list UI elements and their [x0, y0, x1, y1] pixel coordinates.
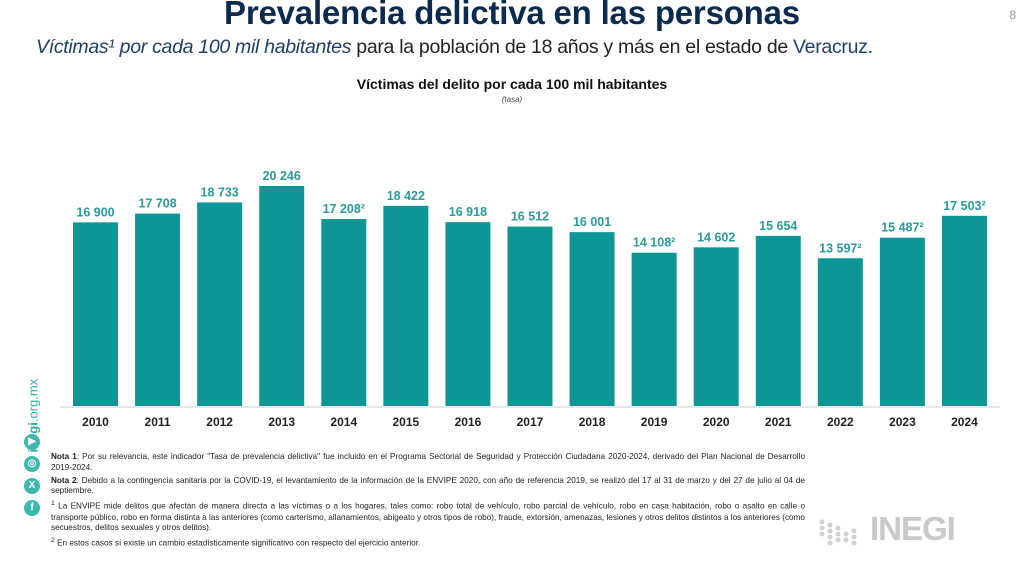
- bar-2012: [197, 202, 243, 406]
- x-tick-label-2010: 2010: [82, 415, 109, 429]
- page-title: Prevalencia delictiva en las personas: [224, 0, 800, 31]
- facebook-icon[interactable]: f: [24, 500, 40, 516]
- data-label-2021: 15 654: [759, 219, 797, 233]
- x-tick-label-2018: 2018: [579, 415, 606, 429]
- footnote-1-text: La ENVIPE mide delitos que afectan de ma…: [51, 502, 805, 533]
- bar-2024: [941, 215, 987, 406]
- x-tick-label-2014: 2014: [330, 415, 357, 429]
- footnote-1: 1 La ENVIPE mide delitos que afectan de …: [51, 499, 805, 534]
- data-label-2023: 15 487²: [881, 221, 923, 235]
- sidebar: inegi.org.mx ▶ ◎ X f: [12, 330, 52, 530]
- url-rest: .org.mx: [25, 378, 41, 423]
- data-label-2013: 20 246: [263, 169, 301, 183]
- bar-2018: [569, 232, 615, 406]
- bar-2017: [507, 226, 553, 406]
- data-label-2019: 14 108²: [633, 236, 675, 250]
- bar-2013: [259, 186, 305, 406]
- data-label-2014: 17 208²: [323, 202, 365, 216]
- chart-subtitle: (tasa): [501, 95, 523, 104]
- page-number: 8: [1009, 8, 1016, 22]
- bar-2020: [693, 247, 739, 406]
- bar-chart: 16 900 2010 17 708 2011 18 733 2012 20 246 2013…: [60, 169, 1000, 429]
- data-label-2010: 16 900: [76, 205, 114, 219]
- page-subtitle: Víctimas¹ por cada 100 mil habitantes pa…: [36, 36, 873, 59]
- x-tick-label-2019: 2019: [641, 415, 668, 429]
- data-label-2018: 16 001: [573, 215, 611, 229]
- note-2-label: Nota 2: [51, 475, 77, 485]
- x-tick-label-2020: 2020: [703, 415, 730, 429]
- footnote-1-mark: 1: [51, 500, 55, 508]
- data-label-2015: 18 422: [387, 189, 425, 203]
- youtube-icon[interactable]: ▶: [24, 434, 40, 450]
- instagram-icon[interactable]: ◎: [24, 456, 40, 472]
- bar-2015: [383, 205, 429, 406]
- footnote-2-text: En estos casos sí existe un cambio estad…: [54, 539, 421, 549]
- data-label-2020: 14 602: [697, 230, 735, 244]
- x-tick-label-2022: 2022: [827, 415, 854, 429]
- bar-2021: [755, 235, 801, 406]
- subtitle-state: Veracruz: [793, 36, 868, 58]
- subtitle-end: .: [867, 36, 873, 58]
- x-icon[interactable]: X: [24, 478, 40, 494]
- bar-2014: [321, 219, 367, 406]
- x-tick-label-2015: 2015: [392, 415, 419, 429]
- note-2: Nota 2: Debido a la contingencia sanitar…: [51, 476, 805, 497]
- data-label-2011: 17 708: [138, 197, 176, 211]
- notes: Nota 1: Por su relevancia, este indicado…: [51, 452, 805, 552]
- data-label-2016: 16 918: [449, 205, 487, 219]
- inegi-logo: INEGI: [818, 510, 978, 548]
- x-tick-label-2016: 2016: [455, 415, 482, 429]
- note-2-text: : Debido a la contingencia sanitaria por…: [51, 475, 805, 496]
- data-label-2024: 17 503²: [943, 199, 985, 213]
- data-label-2012: 18 733: [201, 185, 239, 199]
- bar-2010: [73, 222, 118, 406]
- bar-2016: [445, 222, 491, 406]
- x-tick-label-2013: 2013: [268, 415, 295, 429]
- x-tick-label-2012: 2012: [206, 415, 233, 429]
- subtitle-rest: para la población de 18 años y más en el…: [351, 36, 794, 58]
- note-1-text: : Por su relevancia, este indicador "Tas…: [51, 452, 805, 472]
- data-label-2022: 13 597²: [819, 241, 861, 255]
- x-tick-label-2023: 2023: [889, 415, 916, 429]
- bar-2022: [817, 258, 863, 406]
- bar-2011: [135, 213, 181, 406]
- data-label-2017: 16 512: [511, 210, 549, 224]
- bar-2019: [631, 252, 677, 406]
- footnote-2-mark: 2: [51, 537, 55, 545]
- bar-2023: [879, 237, 925, 406]
- subtitle-italic: Víctimas¹ por cada 100 mil habitantes: [36, 36, 352, 58]
- footnote-2: 2 En estos casos sí existe un cambio est…: [51, 536, 805, 549]
- inegi-logo-dots-icon: [819, 519, 857, 546]
- x-tick-label-2024: 2024: [951, 415, 978, 429]
- chart-title: Víctimas del delito por cada 100 mil hab…: [356, 76, 668, 92]
- note-1-label: Nota 1: [51, 452, 77, 461]
- x-tick-label-2017: 2017: [517, 415, 544, 429]
- inegi-logo-text: INEGI: [870, 510, 956, 547]
- x-tick-label-2021: 2021: [765, 415, 792, 429]
- x-tick-label-2011: 2011: [145, 415, 171, 429]
- note-1: Nota 1: Por su relevancia, este indicado…: [51, 452, 805, 473]
